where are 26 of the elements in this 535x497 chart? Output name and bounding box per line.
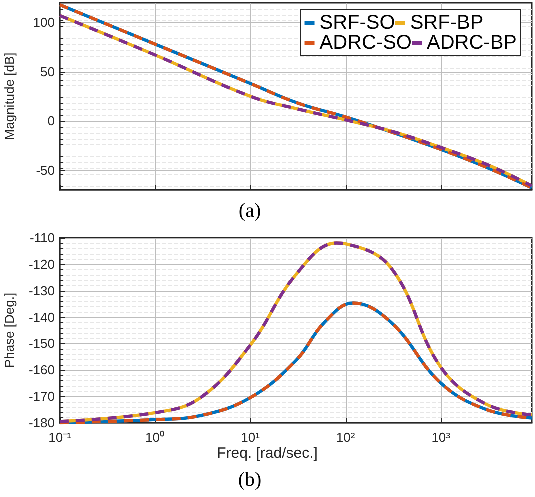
text: (b) <box>238 469 262 491</box>
y-tick-label: -150 <box>28 336 55 352</box>
y-tick-label: -140 <box>28 310 55 325</box>
y-tick-label: -180 <box>28 416 55 430</box>
x-tick-label: 10¹ <box>241 430 261 445</box>
y-axis-title: Phase [Deg.] <box>2 292 17 368</box>
y-tick-label: 0 <box>48 114 55 129</box>
y-tick-label: -120 <box>28 256 55 272</box>
x-tick-label: 10⁻¹ <box>48 430 72 445</box>
x-tick-label: 10³ <box>432 430 452 445</box>
text: (a) <box>238 200 262 222</box>
y-tick-label: -170 <box>28 389 55 404</box>
legend-label: ADRC-BP <box>426 32 518 54</box>
legend-label: SRF-BP <box>410 12 484 34</box>
y-tick-label: -130 <box>28 283 55 298</box>
y-tick-label: 50 <box>40 64 55 80</box>
legend-label: SRF-SO <box>320 12 396 34</box>
x-tick-label: 10² <box>336 430 356 445</box>
legend-label: ADRC-SO <box>320 32 412 54</box>
x-tick-label: 10⁰ <box>146 430 166 445</box>
y-tick-label: -110 <box>30 230 55 246</box>
x-axis-title: Freq. [rad/sec.] <box>217 445 318 462</box>
y-tick-label: -50 <box>36 162 55 178</box>
y-tick-label: 100 <box>33 15 55 30</box>
y-tick-label: -160 <box>28 362 55 378</box>
y-axis-title: Magnitude [dB] <box>2 52 17 140</box>
